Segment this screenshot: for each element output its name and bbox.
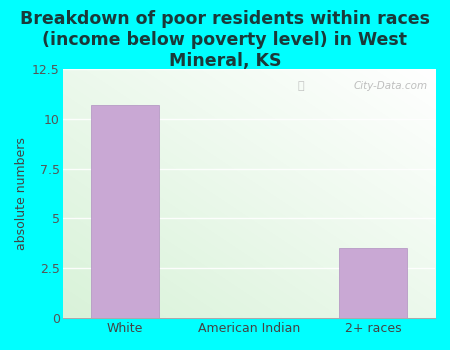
- Text: Breakdown of poor residents within races
(income below poverty level) in West
Mi: Breakdown of poor residents within races…: [20, 10, 430, 70]
- Text: City-Data.com: City-Data.com: [353, 82, 428, 91]
- Y-axis label: absolute numbers: absolute numbers: [15, 137, 28, 250]
- Bar: [90, 105, 159, 318]
- Text: ⦿: ⦿: [297, 82, 304, 91]
- Bar: [339, 248, 407, 318]
